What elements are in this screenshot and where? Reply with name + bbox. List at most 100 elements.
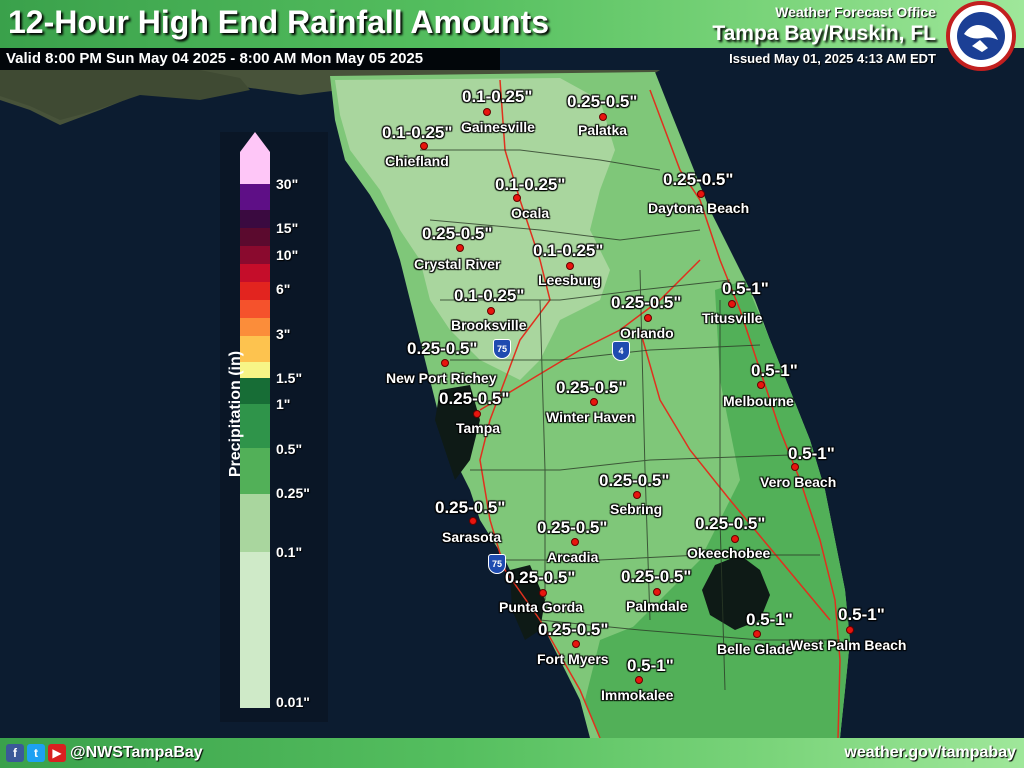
legend-band-8 (240, 264, 270, 282)
tampa-bay (435, 385, 480, 480)
city-label: Tampa (456, 420, 501, 436)
footer-bar (0, 738, 1024, 768)
i4-shield: 4 (612, 341, 630, 361)
legend-tick-30: 30" (276, 176, 299, 192)
social-handle[interactable]: @NWSTampaBay (70, 744, 203, 761)
legend-tick-15: 15" (276, 220, 299, 236)
amount-label: 0.25-0.5" (537, 518, 608, 537)
city-label: Winter Haven (546, 409, 636, 425)
amount-label: 0.1-0.25" (495, 175, 566, 194)
legend-band-4 (240, 300, 270, 318)
heavy-rain-zone-east (620, 280, 850, 738)
city-label: Melbourne (723, 393, 794, 409)
legend-band-1-5 (240, 362, 270, 378)
legend-band-6 (240, 282, 270, 300)
amount-label: 0.5-1" (722, 279, 769, 298)
valid-period: Valid 8:00 PM Sun May 04 2025 - 8:00 AM … (6, 50, 424, 67)
city-dot (441, 359, 449, 367)
amount-label: 0.5-1" (751, 361, 798, 380)
city-dot (420, 142, 428, 150)
website-link[interactable]: weather.gov/tampabay (844, 744, 1016, 761)
legend-band-13 (240, 228, 270, 246)
city-label: West Palm Beach (790, 637, 907, 653)
legend-panel (220, 132, 328, 722)
facebook-icon[interactable]: f (6, 744, 24, 762)
amount-label: 0.25-0.5" (407, 339, 478, 358)
legend-tick-1-5: 1.5" (276, 370, 303, 386)
amount-label: 0.25-0.5" (611, 293, 682, 312)
city-dot (572, 640, 580, 648)
city-dot (633, 491, 641, 499)
city-label: Ocala (511, 205, 550, 221)
legend-band-0-1 (240, 552, 270, 708)
amount-label: 0.25-0.5" (663, 170, 734, 189)
city-label: Gainesville (461, 119, 535, 135)
amount-label: 0.25-0.5" (599, 471, 670, 490)
amount-label: 0.1-0.25" (533, 241, 604, 260)
county-lines (420, 149, 840, 691)
i75-south-shield: 75 (488, 554, 506, 574)
city-label: Brooksville (451, 317, 527, 333)
legend-tick-6: 6" (276, 281, 291, 297)
city-dot (456, 244, 464, 252)
city-dot (757, 381, 765, 389)
legend-tick-0-5: 0.5" (276, 441, 303, 457)
amount-label: 0.5-1" (838, 605, 885, 624)
social-links: f t ▶ (6, 744, 66, 762)
city-label: Sebring (610, 501, 663, 517)
city-label: Immokalee (601, 687, 674, 703)
office-name: Tampa Bay/Ruskin, FL (712, 22, 936, 45)
lake-okeechobee (702, 555, 770, 630)
legend-band-30 (240, 152, 270, 184)
amount-label: 0.25-0.5" (422, 224, 493, 243)
twitter-icon[interactable]: t (27, 744, 45, 762)
city-label: New Port Richey (386, 370, 497, 386)
highways (479, 79, 841, 739)
legend-band-20 (240, 184, 270, 210)
legend-tick-0-1: 0.1" (276, 544, 303, 560)
amount-label: 0.1-0.25" (382, 123, 453, 142)
amount-label: 0.25-0.5" (695, 514, 766, 533)
city-label: Daytona Beach (648, 200, 750, 216)
legend-band-0-75 (240, 404, 270, 448)
legend-band-1 (240, 378, 270, 404)
legend-band-2 (240, 336, 270, 362)
youtube-icon[interactable]: ▶ (48, 744, 66, 762)
city-dot (483, 108, 491, 116)
i75-north-shield: 75 (493, 339, 511, 359)
city-dot (487, 307, 495, 315)
city-label: Crystal River (414, 256, 501, 272)
valid-bar (0, 48, 500, 70)
legend-band-0-25 (240, 494, 270, 552)
city-dot (731, 535, 739, 543)
city-label: Vero Beach (760, 474, 837, 490)
legend-tick-3: 3" (276, 326, 291, 342)
amount-label: 0.25-0.5" (556, 378, 627, 397)
amount-label: 0.25-0.5" (538, 620, 609, 639)
city-dot (599, 113, 607, 121)
city-label: Belle Glade (717, 641, 794, 657)
city-label: Okeechobee (687, 545, 771, 561)
city-dot (513, 194, 521, 202)
city-dot (566, 262, 574, 270)
city-dot (571, 538, 579, 546)
legend-tick-1: 1" (276, 396, 291, 412)
city-label: Punta Gorda (499, 599, 584, 615)
legend-title: Precipitation (in) (227, 350, 244, 478)
city-label: Fort Myers (537, 651, 609, 667)
panhandle-land (0, 70, 250, 120)
legend-tick-10: 10" (276, 247, 299, 263)
amount-label: 0.25-0.5" (567, 92, 638, 111)
city-dot (697, 190, 705, 198)
legend-colorbar (240, 132, 270, 708)
city-label: Chiefland (385, 153, 449, 169)
city-label: Palmdale (626, 598, 688, 614)
city-dot (590, 398, 598, 406)
city-dot (635, 676, 643, 684)
header-bar (0, 0, 1024, 48)
heavy-rain-zone-south (585, 620, 740, 738)
amount-label: 0.25-0.5" (621, 567, 692, 586)
city-label: Arcadia (547, 549, 599, 565)
amount-label: 0.5-1" (746, 610, 793, 629)
